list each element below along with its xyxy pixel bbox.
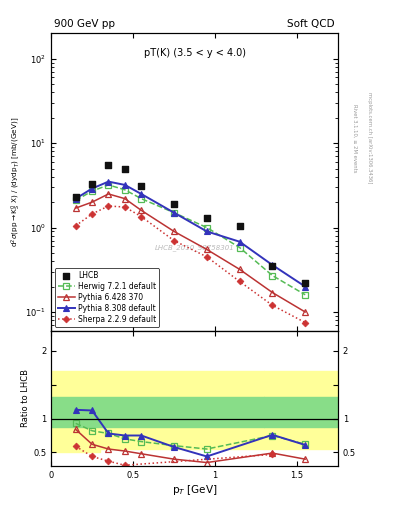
Pythia 6.428 370	[73, 205, 78, 211]
LHCB	[73, 193, 79, 201]
Pythia 8.308 default	[303, 284, 308, 290]
Sherpa 2.2.9 default	[73, 223, 78, 229]
Herwig 7.2.1 default	[139, 196, 143, 202]
Pythia 8.308 default	[172, 209, 176, 216]
Herwig 7.2.1 default	[204, 224, 209, 230]
Pythia 6.428 370	[123, 196, 127, 202]
Text: LHCB_2010_S8758301: LHCB_2010_S8758301	[155, 244, 234, 251]
Herwig 7.2.1 default	[123, 187, 127, 193]
LHCB	[269, 262, 275, 270]
Pythia 6.428 370	[204, 246, 209, 252]
Pythia 6.428 370	[90, 199, 94, 205]
Herwig 7.2.1 default	[73, 197, 78, 203]
LHCB	[138, 182, 144, 190]
LHCB	[89, 180, 95, 188]
Sherpa 2.2.9 default	[303, 319, 308, 326]
Pythia 8.308 default	[123, 182, 127, 188]
LHCB	[302, 279, 309, 287]
LHCB	[204, 214, 210, 222]
Pythia 8.308 default	[139, 191, 143, 197]
Pythia 8.308 default	[270, 262, 275, 268]
Pythia 6.428 370	[303, 309, 308, 315]
Herwig 7.2.1 default	[303, 292, 308, 298]
Sherpa 2.2.9 default	[123, 204, 127, 210]
Pythia 6.428 370	[106, 191, 111, 197]
Text: 900 GeV pp: 900 GeV pp	[54, 19, 115, 29]
Pythia 8.308 default	[90, 185, 94, 191]
Herwig 7.2.1 default	[270, 272, 275, 279]
Text: Soft QCD: Soft QCD	[288, 19, 335, 29]
Herwig 7.2.1 default	[237, 244, 242, 250]
Sherpa 2.2.9 default	[139, 214, 143, 220]
Sherpa 2.2.9 default	[237, 279, 242, 285]
Pythia 6.428 370	[270, 289, 275, 295]
Sherpa 2.2.9 default	[90, 211, 94, 217]
Sherpa 2.2.9 default	[106, 203, 111, 209]
Pythia 6.428 370	[172, 228, 176, 234]
Line: Pythia 6.428 370: Pythia 6.428 370	[73, 191, 309, 315]
Pythia 8.308 default	[73, 196, 78, 202]
Herwig 7.2.1 default	[172, 209, 176, 216]
Herwig 7.2.1 default	[90, 188, 94, 194]
Sherpa 2.2.9 default	[270, 302, 275, 308]
Line: Pythia 8.308 default: Pythia 8.308 default	[73, 179, 309, 290]
Pythia 8.308 default	[237, 239, 242, 245]
Sherpa 2.2.9 default	[204, 254, 209, 260]
Herwig 7.2.1 default	[106, 182, 111, 188]
LHCB	[237, 222, 243, 230]
LHCB	[171, 200, 177, 208]
Text: pT(K) (3.5 < y < 4.0): pT(K) (3.5 < y < 4.0)	[143, 48, 246, 58]
Legend: LHCB, Herwig 7.2.1 default, Pythia 6.428 370, Pythia 8.308 default, Sherpa 2.2.9: LHCB, Herwig 7.2.1 default, Pythia 6.428…	[55, 268, 159, 327]
Sherpa 2.2.9 default	[172, 238, 176, 244]
Pythia 6.428 370	[139, 207, 143, 214]
Text: mcplots.cern.ch [arXiv:1306.3436]: mcplots.cern.ch [arXiv:1306.3436]	[367, 93, 373, 184]
LHCB	[122, 164, 128, 173]
Pythia 8.308 default	[204, 228, 209, 234]
Text: Rivet 3.1.10, ≥ 2M events: Rivet 3.1.10, ≥ 2M events	[352, 104, 357, 173]
Line: Herwig 7.2.1 default: Herwig 7.2.1 default	[73, 182, 309, 298]
X-axis label: p$_T$ [GeV]: p$_T$ [GeV]	[172, 482, 217, 497]
Y-axis label: d$^2\sigma$(pp$\rightarrow$K$^0_S$ X) / (dydp$_T$) [mb/(GeV)]: d$^2\sigma$(pp$\rightarrow$K$^0_S$ X) / …	[9, 117, 23, 247]
Pythia 8.308 default	[106, 179, 111, 185]
Pythia 6.428 370	[237, 266, 242, 272]
LHCB	[105, 161, 112, 169]
Y-axis label: Ratio to LHCB: Ratio to LHCB	[21, 369, 30, 428]
Line: Sherpa 2.2.9 default: Sherpa 2.2.9 default	[73, 204, 308, 325]
